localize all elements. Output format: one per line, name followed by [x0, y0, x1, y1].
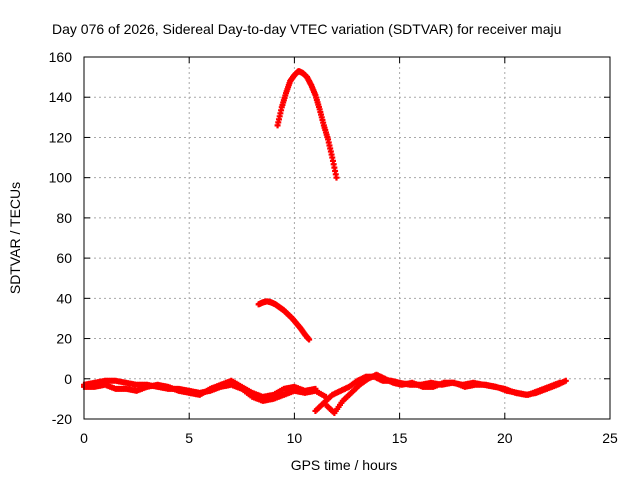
- y-tick-label: -20: [52, 411, 72, 427]
- y-tick-label: 60: [56, 250, 72, 266]
- data-point: [562, 377, 569, 384]
- data-point: [333, 174, 340, 181]
- y-tick-label: 100: [49, 170, 73, 186]
- y-tick-label: 140: [49, 89, 73, 105]
- data-point: [556, 379, 563, 386]
- chart-title: Day 076 of 2026, Sidereal Day-to-day VTE…: [52, 21, 561, 37]
- y-tick-label: 160: [49, 49, 73, 65]
- plot-frame: [83, 56, 611, 420]
- x-tick-label: 15: [392, 430, 408, 446]
- series-arc-high: [274, 68, 340, 181]
- y-axis-label: SDTVAR / TECUs: [7, 182, 23, 294]
- grid: [84, 57, 610, 419]
- y-tick-label: 40: [56, 290, 72, 306]
- data-point: [306, 336, 313, 343]
- x-tick-label: 25: [602, 430, 618, 446]
- y-tick-label: 0: [64, 371, 72, 387]
- y-tick-label: 20: [56, 331, 72, 347]
- data-points: [81, 68, 569, 416]
- tick-labels: 0 5 10 15 20 25 -20 0 20 40 60 80 100 120 140 160: [49, 49, 618, 446]
- series-band-low-b: [81, 377, 319, 400]
- axis-ticks: [83, 56, 611, 420]
- y-tick-label: 80: [56, 210, 72, 226]
- series-band-low-d: [322, 371, 563, 416]
- x-tick-label: 5: [185, 430, 193, 446]
- x-tick-label: 20: [497, 430, 513, 446]
- series-arc-mid: [255, 298, 313, 343]
- y-tick-label: 120: [49, 129, 73, 145]
- data-point: [312, 385, 319, 392]
- x-axis-label: GPS time / hours: [291, 457, 398, 473]
- x-tick-label: 10: [287, 430, 303, 446]
- x-tick-label: 0: [80, 430, 88, 446]
